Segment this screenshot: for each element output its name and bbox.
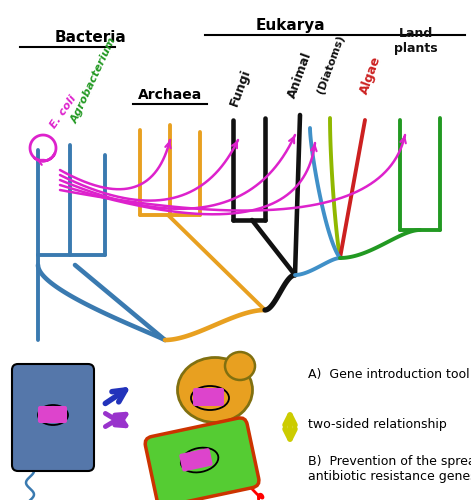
Text: Eukarya: Eukarya bbox=[255, 18, 325, 33]
Text: Land
plants: Land plants bbox=[394, 27, 438, 55]
Text: Agrobacterium: Agrobacterium bbox=[70, 36, 119, 125]
FancyBboxPatch shape bbox=[38, 406, 67, 423]
Ellipse shape bbox=[225, 352, 255, 380]
FancyBboxPatch shape bbox=[12, 364, 94, 471]
FancyBboxPatch shape bbox=[193, 388, 224, 406]
Ellipse shape bbox=[178, 358, 252, 422]
FancyBboxPatch shape bbox=[145, 418, 259, 500]
Text: E. coli: E. coli bbox=[48, 94, 78, 130]
Text: two-sided relationship: two-sided relationship bbox=[308, 418, 447, 431]
Text: Fungi: Fungi bbox=[228, 68, 253, 108]
Text: (Diatoms): (Diatoms) bbox=[316, 34, 347, 95]
Text: Archaea: Archaea bbox=[138, 88, 202, 102]
Text: Bacteria: Bacteria bbox=[55, 30, 127, 45]
FancyBboxPatch shape bbox=[179, 448, 212, 471]
Text: Animal: Animal bbox=[286, 50, 315, 100]
Text: A)  Gene introduction tool: A) Gene introduction tool bbox=[308, 368, 470, 381]
Text: Algae: Algae bbox=[358, 54, 384, 96]
Text: B)  Prevention of the spread of
antibiotic resistance genes: B) Prevention of the spread of antibioti… bbox=[308, 455, 471, 483]
